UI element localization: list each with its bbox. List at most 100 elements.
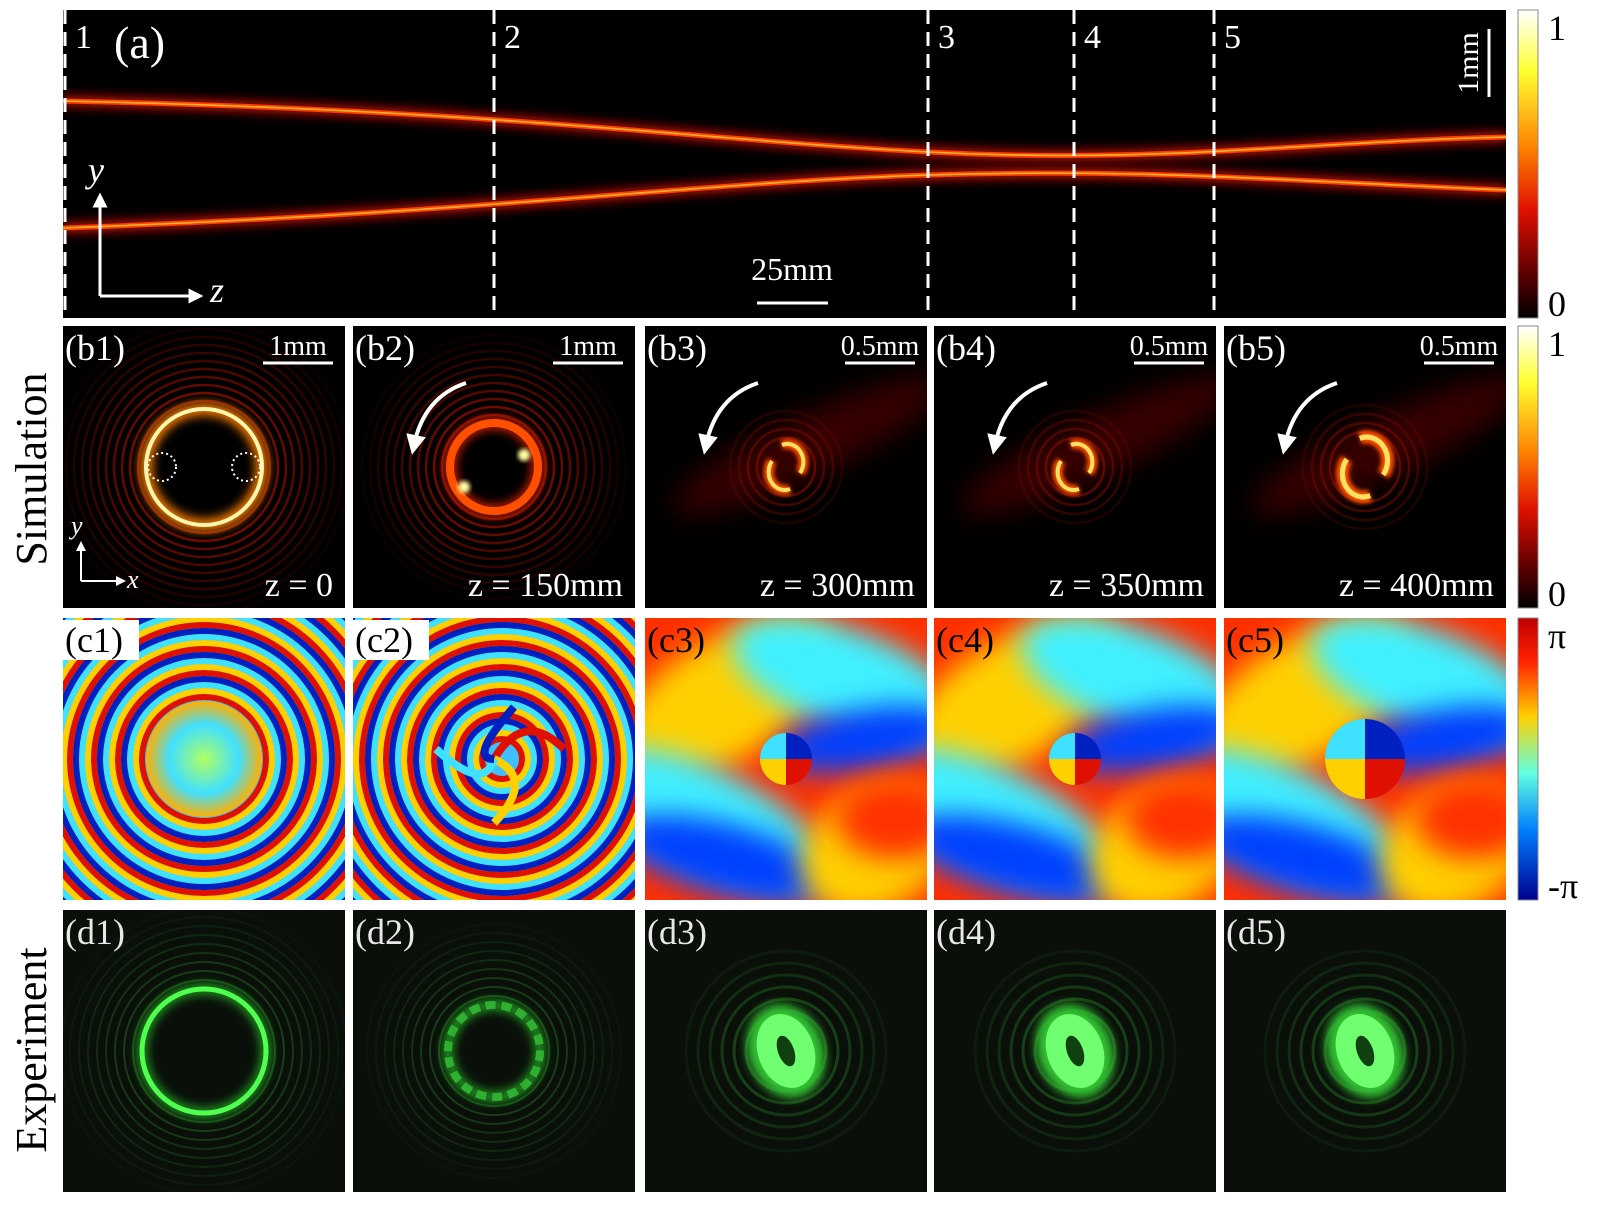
section-number: 4	[1084, 19, 1101, 56]
fringe	[114, 961, 294, 1141]
panel-label: (d2)	[355, 912, 415, 952]
fringe	[375, 932, 613, 1170]
scale-bar-label: 1mm	[1452, 32, 1485, 94]
panel	[934, 326, 1216, 608]
panel-label: (c1)	[65, 620, 123, 660]
colorbar-label: π	[1548, 616, 1566, 656]
panel-background	[353, 910, 635, 1192]
section-number: 1	[75, 19, 92, 56]
phase-fringe	[73, 628, 335, 890]
fringe	[105, 952, 303, 1150]
colorbar-label: -π	[1548, 866, 1578, 906]
phase-fringe	[365, 622, 635, 896]
phase-core	[146, 701, 262, 817]
phase-fringe	[103, 658, 305, 860]
axis-label: z	[209, 270, 224, 310]
spot-hole	[776, 1035, 796, 1067]
panel-label: (c2)	[355, 620, 413, 660]
phase-region	[1066, 705, 1216, 773]
fringe	[69, 916, 339, 1186]
phase-fringe	[359, 618, 635, 900]
spiral	[1339, 434, 1391, 500]
fringe	[1035, 427, 1115, 507]
spiral	[766, 441, 806, 493]
panel	[645, 618, 927, 900]
propagation-distance: z = 150mm	[468, 567, 623, 604]
fringe	[1319, 421, 1411, 513]
spot-hole	[1355, 1035, 1375, 1067]
rotation-arrow	[1277, 381, 1338, 455]
phase-spiral	[480, 704, 517, 763]
beam-core	[63, 100, 1506, 157]
fringe	[393, 950, 595, 1152]
panel	[645, 326, 927, 608]
panel-background	[63, 10, 1506, 318]
panel	[63, 618, 345, 900]
propagation-distance: z = 350mm	[1049, 567, 1204, 604]
fringe	[1287, 973, 1443, 1129]
panel-label: (c5)	[1226, 620, 1284, 660]
panel	[353, 326, 635, 608]
scale-bar-label: 25mm	[751, 251, 833, 287]
fringe	[104, 367, 304, 567]
fringe	[132, 979, 276, 1123]
colorbar-label: 1	[1548, 8, 1566, 48]
phase-fringe	[371, 628, 633, 890]
fringe	[1311, 997, 1419, 1105]
panel	[63, 910, 345, 1192]
phase-fringe	[413, 670, 591, 848]
phase-vortex	[760, 733, 786, 759]
phase-vortex	[1075, 733, 1101, 759]
panel-label: (b5)	[1226, 328, 1286, 368]
fringe	[720, 985, 852, 1117]
panel	[1224, 618, 1506, 900]
scale-bar-label: 0.5mm	[841, 331, 920, 362]
panel-label: (c3)	[647, 620, 705, 660]
section-number: 3	[938, 19, 955, 56]
fringe	[1310, 412, 1420, 522]
phase-vortex	[1049, 733, 1075, 759]
section-number: 5	[1224, 19, 1241, 56]
phase-vortex	[1075, 759, 1101, 785]
colorbar-label: 0	[1548, 284, 1566, 324]
panel-label: (c4)	[936, 620, 994, 660]
fringe	[985, 961, 1165, 1141]
spot-hole	[1065, 1035, 1085, 1067]
phase-region	[934, 814, 1122, 900]
panel	[934, 618, 1216, 900]
fringe	[96, 943, 312, 1159]
beam-core	[63, 172, 1506, 229]
phase-region	[1415, 779, 1506, 859]
phase-region	[1125, 779, 1216, 859]
fringe	[1301, 403, 1429, 531]
phase-vortex	[786, 733, 812, 759]
phase-fringe	[473, 730, 531, 788]
fringe	[376, 349, 612, 585]
phase-fringe	[85, 640, 323, 878]
panel-label: (a)	[114, 17, 165, 68]
scale-bar-label: 0.5mm	[1130, 331, 1209, 362]
phase-vortex	[1325, 719, 1365, 759]
colorbar-label: 0	[1548, 574, 1566, 614]
panel	[353, 910, 635, 1192]
fringe	[696, 961, 876, 1141]
ring	[444, 1001, 544, 1101]
fringe	[438, 995, 550, 1107]
fringe	[1009, 985, 1141, 1117]
phase-spiral	[491, 755, 519, 826]
fringe	[708, 973, 864, 1129]
colorbar	[1517, 9, 1539, 319]
phase-region	[645, 814, 833, 900]
scale-bar-label: 1mm	[559, 331, 617, 362]
fringe	[136, 399, 272, 535]
panel-label: (b4)	[936, 328, 996, 368]
fringe	[402, 959, 586, 1143]
fringe	[973, 949, 1177, 1153]
phase-fringe	[437, 694, 567, 824]
hot-spot	[458, 481, 470, 493]
phase-spiral	[433, 746, 498, 778]
rotation-arrow	[698, 381, 759, 455]
phase-fringe	[97, 652, 311, 866]
